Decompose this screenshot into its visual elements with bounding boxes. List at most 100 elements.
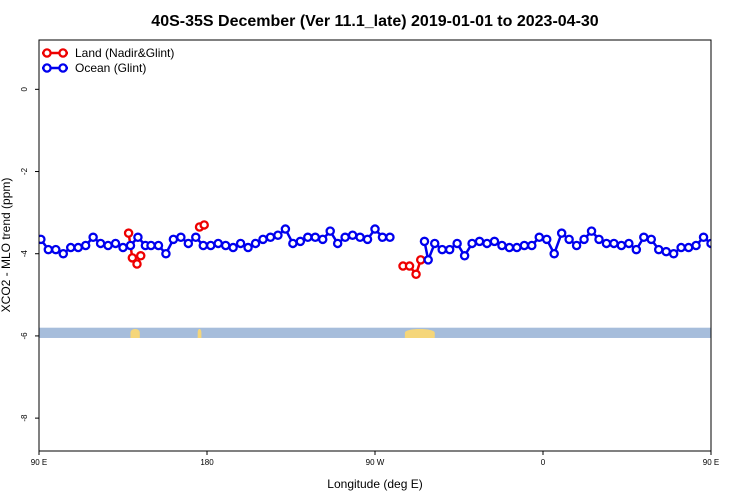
series-1-point xyxy=(146,240,156,251)
series-1-point xyxy=(73,242,83,253)
series-1-point xyxy=(250,238,261,249)
series-1-point xyxy=(683,242,694,253)
series-1-point xyxy=(265,232,276,243)
series-1-point xyxy=(706,238,711,249)
series-1-point xyxy=(228,242,238,253)
y-tick-label: -4 xyxy=(20,250,29,258)
plot-area xyxy=(39,220,750,338)
series-1-point xyxy=(51,244,61,255)
series-1-point xyxy=(730,244,737,251)
series-1-point xyxy=(332,238,343,249)
series-1-point xyxy=(459,251,470,261)
series-1-point xyxy=(355,232,365,243)
series-1-point xyxy=(504,242,515,253)
series-1-point xyxy=(176,232,186,243)
series-1-point xyxy=(429,238,440,249)
series-1-point xyxy=(452,238,462,249)
legend-label-0: Land (Nadir&Glint) xyxy=(75,46,174,60)
series-1-point xyxy=(571,240,582,251)
series-1-point xyxy=(288,238,298,249)
series-1-point xyxy=(95,238,106,249)
x-tick-label: 90 E xyxy=(703,458,719,467)
series-1-point xyxy=(370,224,380,234)
chart-title: 40S-35S December (Ver 11.1_late) 2019-01… xyxy=(151,13,599,30)
series-0-point xyxy=(404,261,415,271)
series-0-point xyxy=(730,252,737,259)
series-1-point xyxy=(310,232,321,243)
series-1-point xyxy=(377,232,388,243)
series-1-point xyxy=(317,234,328,245)
series-1-point xyxy=(58,248,69,259)
series-1-point xyxy=(43,244,54,255)
series-1-point xyxy=(419,236,430,247)
series-1-point xyxy=(549,248,559,259)
y-tick-label: -6 xyxy=(20,332,29,340)
series-1-point xyxy=(646,234,657,245)
y-axis: 0 -2 -4 -6 -8 xyxy=(20,87,39,422)
land-patch xyxy=(130,328,140,338)
series-1-point xyxy=(103,240,113,251)
series-1-point xyxy=(444,244,455,255)
series-1-point xyxy=(564,234,574,245)
series-1-point xyxy=(65,242,76,253)
series-1-point xyxy=(512,242,522,253)
series-1-point xyxy=(133,232,143,243)
series-1-point xyxy=(737,234,744,241)
x-tick-label: 90 E xyxy=(31,458,47,467)
series-1-point xyxy=(527,240,537,251)
legend-marker-0 xyxy=(58,48,68,58)
land-patch xyxy=(404,328,435,338)
land-patch xyxy=(197,328,202,338)
x-tick-label: 0 xyxy=(541,458,546,467)
series-1-point xyxy=(579,234,589,245)
series-1-point xyxy=(722,244,729,251)
series-1-point xyxy=(745,242,750,249)
land-patch xyxy=(720,329,739,338)
series-1-point xyxy=(295,236,306,247)
series-1-point xyxy=(220,240,231,251)
series-1-point xyxy=(325,226,335,236)
series-1-point xyxy=(534,232,545,243)
series-1-point xyxy=(489,236,500,247)
series-1-point xyxy=(541,234,552,245)
series-0-line-3 xyxy=(721,233,733,264)
series-1-point xyxy=(653,244,664,255)
series-1-point xyxy=(631,244,642,255)
series-0-point xyxy=(718,230,725,237)
series-1-point xyxy=(191,232,201,243)
series-1-point xyxy=(609,238,619,249)
series-1-point xyxy=(519,240,530,251)
series-1-point xyxy=(213,238,223,249)
series-0-point xyxy=(135,251,146,261)
x-axis: 90 E 180 90 W 0 90 E xyxy=(31,451,719,467)
series-1-point xyxy=(39,234,46,245)
series-1-point xyxy=(467,238,477,249)
series-1-point xyxy=(624,238,634,249)
series-1-point xyxy=(661,246,671,257)
series-1-point xyxy=(423,255,433,265)
ocean-band xyxy=(39,327,711,338)
series-0-point xyxy=(123,228,134,238)
series-1-point xyxy=(698,232,709,243)
series-1-point xyxy=(497,240,507,251)
series-0-point xyxy=(411,269,421,280)
series-1-point xyxy=(482,238,492,249)
series-0-point xyxy=(415,255,426,265)
y-tick-label: -8 xyxy=(20,414,29,422)
series-1-point xyxy=(303,232,313,243)
series-1-point xyxy=(362,234,373,245)
series-1-point xyxy=(80,240,91,251)
series-1-point xyxy=(347,230,358,240)
series-1-point xyxy=(118,242,128,253)
series-1-point xyxy=(243,242,253,253)
series-1-point xyxy=(161,248,171,259)
series-1-point xyxy=(258,234,268,245)
series-1-point xyxy=(273,230,283,240)
series-1-point xyxy=(88,232,98,243)
x-tick-label: 90 W xyxy=(366,458,385,467)
series-1-point xyxy=(125,240,136,251)
series-1-point xyxy=(715,242,722,249)
series-1-point xyxy=(601,238,612,249)
series-1-point xyxy=(340,232,350,243)
